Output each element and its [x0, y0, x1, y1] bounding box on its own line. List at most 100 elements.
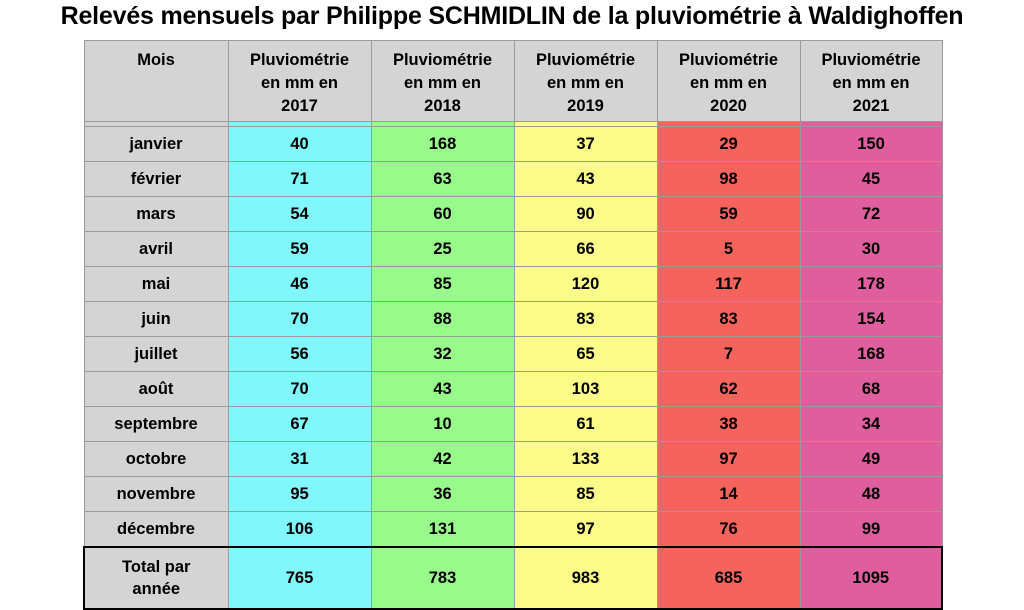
rainfall-value-cell: 36: [370, 476, 515, 512]
rainfall-value-cell: 117: [656, 266, 801, 302]
rainfall-value-cell: 38: [656, 406, 801, 442]
rainfall-value-cell: 29: [656, 126, 801, 162]
rainfall-value-cell: 83: [513, 301, 658, 337]
rainfall-value-cell: 34: [799, 406, 943, 442]
table-row: octobre 31 42 133 97 49: [83, 441, 943, 477]
month-label: février: [83, 161, 229, 197]
rainfall-value-cell: 66: [513, 231, 658, 267]
total-value-cell: 783: [370, 546, 515, 610]
total-value-cell: 685: [656, 546, 801, 610]
month-label: juin: [83, 301, 229, 337]
month-label: décembre: [83, 511, 229, 548]
rainfall-value-cell: 45: [799, 161, 943, 197]
rainfall-value-cell: 67: [227, 406, 372, 442]
rainfall-value-cell: 154: [799, 301, 943, 337]
rainfall-value-cell: 48: [799, 476, 943, 512]
month-label: mai: [83, 266, 229, 302]
rainfall-value-cell: 59: [656, 196, 801, 232]
rainfall-value-cell: 98: [656, 161, 801, 197]
rainfall-value-cell: 88: [370, 301, 515, 337]
rainfall-value-cell: 37: [513, 126, 658, 162]
table-row: août 70 43 103 62 68: [83, 371, 943, 407]
rainfall-value-cell: 65: [513, 336, 658, 372]
rainfall-value-cell: 83: [656, 301, 801, 337]
rainfall-value-cell: 120: [513, 266, 658, 302]
rainfall-value-cell: 68: [799, 371, 943, 407]
rainfall-value-cell: 25: [370, 231, 515, 267]
month-label: septembre: [83, 406, 229, 442]
rainfall-value-cell: 71: [227, 161, 372, 197]
month-label: novembre: [83, 476, 229, 512]
rainfall-value-cell: 54: [227, 196, 372, 232]
column-header-2019: Pluviométrie en mm en 2019: [513, 40, 658, 122]
rainfall-value-cell: 76: [656, 511, 801, 548]
column-header-2020: Pluviométrie en mm en 2020: [656, 40, 801, 122]
rainfall-value-cell: 43: [513, 161, 658, 197]
rainfall-value-cell: 97: [513, 511, 658, 548]
rainfall-value-cell: 5: [656, 231, 801, 267]
table-row: septembre 67 10 61 38 34: [83, 406, 943, 442]
rainfall-value-cell: 32: [370, 336, 515, 372]
rainfall-value-cell: 90: [513, 196, 658, 232]
month-label: juillet: [83, 336, 229, 372]
month-label: août: [83, 371, 229, 407]
rainfall-value-cell: 85: [370, 266, 515, 302]
rainfall-value-cell: 49: [799, 441, 943, 477]
month-label: avril: [83, 231, 229, 267]
rainfall-value-cell: 42: [370, 441, 515, 477]
month-label: janvier: [83, 126, 229, 162]
column-header-month: Mois: [83, 40, 229, 122]
total-value-cell: 765: [227, 546, 372, 610]
rainfall-value-cell: 43: [370, 371, 515, 407]
rainfall-value-cell: 70: [227, 371, 372, 407]
chart-title: Relevés mensuels par Philippe SCHMIDLIN …: [60, 2, 964, 30]
rainfall-value-cell: 46: [227, 266, 372, 302]
rainfall-value-cell: 70: [227, 301, 372, 337]
rainfall-value-cell: 133: [513, 441, 658, 477]
total-value-cell: 1095: [799, 546, 943, 610]
rainfall-value-cell: 168: [799, 336, 943, 372]
column-header-2017: Pluviométrie en mm en 2017: [227, 40, 372, 122]
rainfall-value-cell: 56: [227, 336, 372, 372]
total-value-cell: 983: [513, 546, 658, 610]
rainfall-value-cell: 72: [799, 196, 943, 232]
total-row: Total par année 765 783 983 685 1095: [83, 546, 943, 610]
total-label: Total par année: [83, 546, 229, 610]
rainfall-value-cell: 63: [370, 161, 515, 197]
rainfall-value-cell: 85: [513, 476, 658, 512]
rainfall-value-cell: 60: [370, 196, 515, 232]
table-row: novembre 95 36 85 14 48: [83, 476, 943, 512]
rainfall-value-cell: 31: [227, 441, 372, 477]
table-row: mai 46 85 120 117 178: [83, 266, 943, 302]
rainfall-value-cell: 99: [799, 511, 943, 548]
rainfall-value-cell: 10: [370, 406, 515, 442]
rainfall-value-cell: 14: [656, 476, 801, 512]
table-row: juillet 56 32 65 7 168: [83, 336, 943, 372]
rainfall-value-cell: 62: [656, 371, 801, 407]
column-header-2018: Pluviométrie en mm en 2018: [370, 40, 515, 122]
rainfall-table: Mois Pluviométrie en mm en 2017 Pluviomé…: [83, 40, 943, 610]
table-row: avril 59 25 66 5 30: [83, 231, 943, 267]
rainfall-value-cell: 7: [656, 336, 801, 372]
table-row: janvier 40 168 37 29 150: [83, 126, 943, 162]
rainfall-value-cell: 150: [799, 126, 943, 162]
rainfall-value-cell: 59: [227, 231, 372, 267]
table-row: mars 54 60 90 59 72: [83, 196, 943, 232]
header-row: Mois Pluviométrie en mm en 2017 Pluviomé…: [83, 40, 943, 122]
table-row: février 71 63 43 98 45: [83, 161, 943, 197]
rainfall-value-cell: 168: [370, 126, 515, 162]
rainfall-value-cell: 131: [370, 511, 515, 548]
table-row: décembre 106 131 97 76 99: [83, 511, 943, 548]
month-label: octobre: [83, 441, 229, 477]
rainfall-value-cell: 106: [227, 511, 372, 548]
rainfall-value-cell: 103: [513, 371, 658, 407]
column-header-2021: Pluviométrie en mm en 2021: [799, 40, 943, 122]
rainfall-value-cell: 40: [227, 126, 372, 162]
table-row: juin 70 88 83 83 154: [83, 301, 943, 337]
rainfall-value-cell: 178: [799, 266, 943, 302]
rainfall-value-cell: 30: [799, 231, 943, 267]
month-label: mars: [83, 196, 229, 232]
rainfall-value-cell: 61: [513, 406, 658, 442]
rainfall-value-cell: 97: [656, 441, 801, 477]
rainfall-value-cell: 95: [227, 476, 372, 512]
